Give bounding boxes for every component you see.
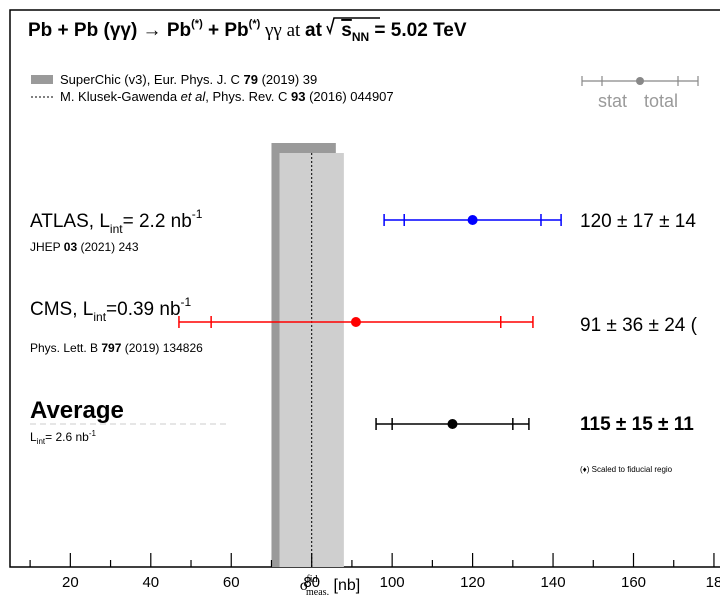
x-tick-label: 80 — [303, 574, 320, 591]
sqrt-sign — [326, 17, 380, 36]
x-tick-label: 120 — [460, 574, 485, 591]
atlas-marker — [467, 215, 478, 225]
legend-superchic-swatch — [31, 75, 53, 84]
chart-title: Pb + Pb (γγ) → Pb(*) + Pb(*) γγ at at sN… — [28, 18, 467, 44]
superchic-band-1 — [279, 153, 344, 567]
atlas-reference: JHEP 03 (2021) 243 — [30, 240, 139, 254]
footnote: (♦) Scaled to fiducial regio — [580, 465, 673, 474]
x-tick-label: 60 — [223, 574, 240, 591]
x-tick-label: 100 — [380, 574, 405, 591]
prediction-bands — [271, 143, 344, 567]
atlas-label: ATLAS, Lint= 2.2 nb-1 — [30, 207, 203, 236]
average-marker — [447, 419, 458, 429]
x-axis-label: σfid. meas. [nb] — [300, 574, 360, 598]
legend-superchic-label: SuperChic (v3), Eur. Phys. J. C 79 (2019… — [60, 72, 317, 87]
stat-key-label: stat — [598, 91, 627, 111]
x-tick-label: 18 — [706, 574, 720, 591]
atlas-value: 120 ± 17 ± 14 — [580, 211, 696, 232]
average-label: Average — [30, 397, 124, 424]
average-value: 115 ± 15 ± 11 — [580, 414, 694, 435]
legend-klusek-label: M. Klusek-Gawenda et al, Phys. Rev. C 93… — [60, 89, 394, 104]
x-tick-label: 20 — [62, 574, 79, 591]
plot-frame — [9, 9, 720, 568]
cms-label: CMS, Lint=0.39 nb-1 — [30, 295, 192, 324]
cms-value: 91 ± 36 ± 24 ( — [580, 315, 698, 336]
x-tick-label: 160 — [621, 574, 646, 591]
average-lumi: Lint= 2.6 nb-1 — [30, 429, 97, 446]
x-tick-label: 40 — [142, 574, 159, 591]
total-key-label: total — [644, 91, 678, 111]
x-axis: 20 40 60 80 100 120 140 160 18 — [29, 553, 720, 591]
x-tick-label: 140 — [541, 574, 566, 591]
measurement-points — [178, 214, 562, 430]
cms-marker — [350, 317, 361, 327]
stat-total-key-marker — [636, 77, 644, 85]
cms-reference: Phys. Lett. B 797 (2019) 134826 — [30, 341, 203, 355]
